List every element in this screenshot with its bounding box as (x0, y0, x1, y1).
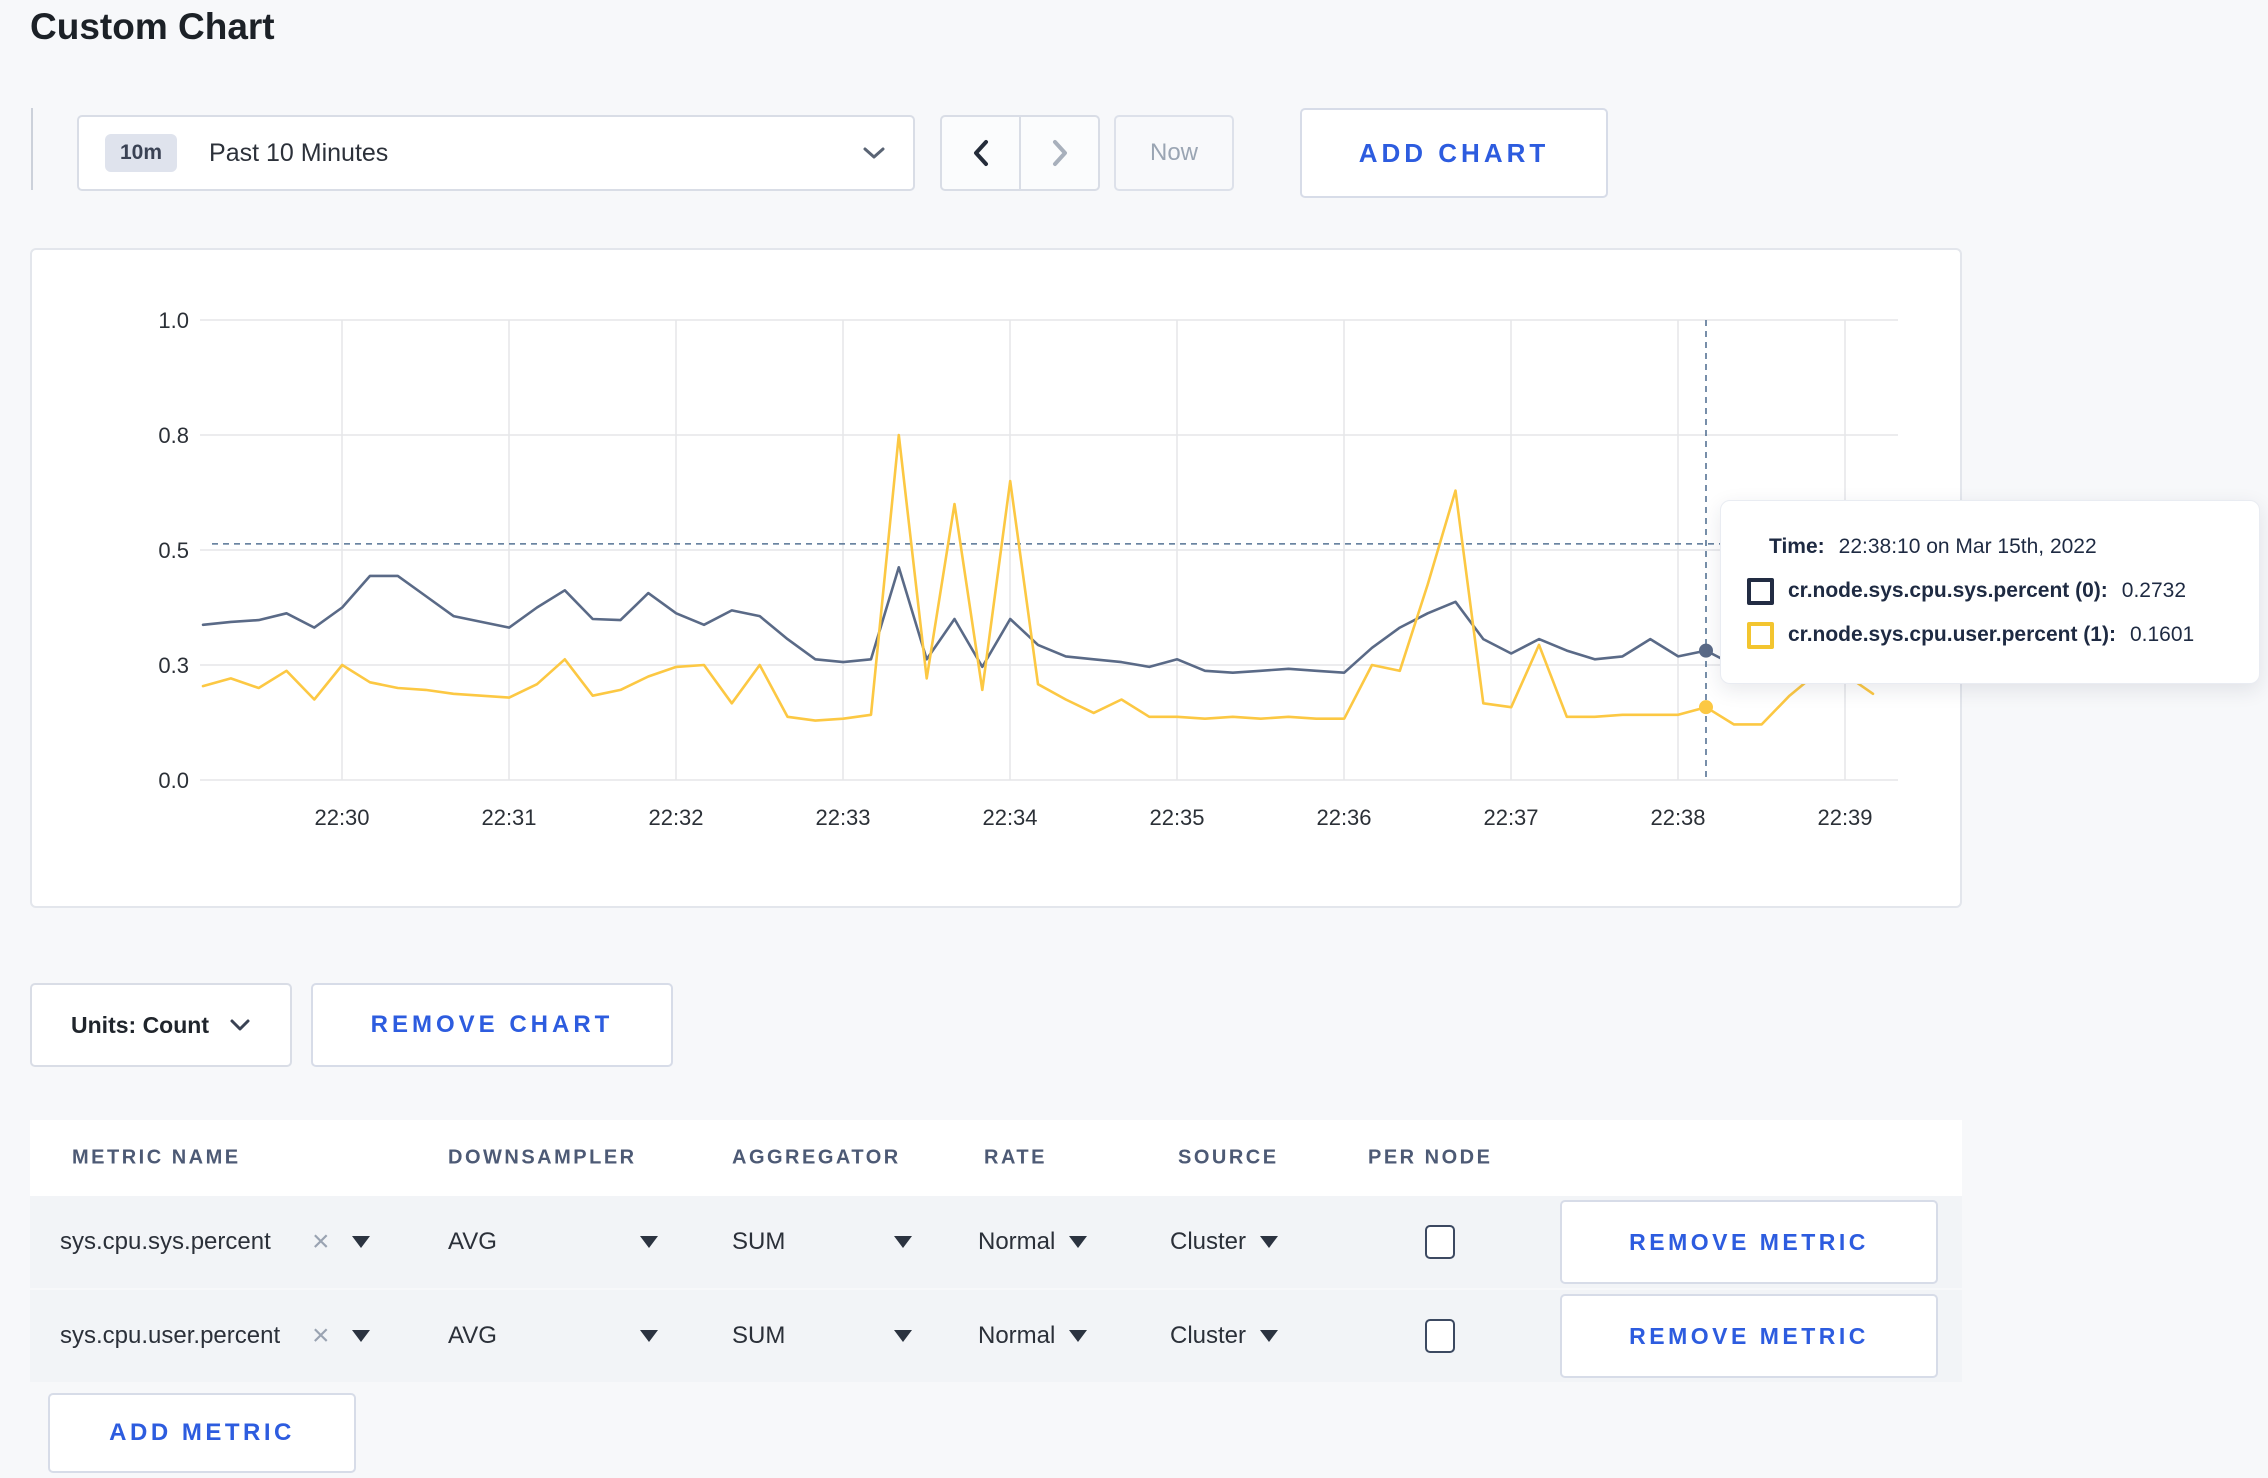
per-node-checkbox[interactable] (1425, 1225, 1455, 1259)
chevron-left-icon (973, 140, 988, 166)
chevron-down-icon (230, 1019, 250, 1030)
source-value: Cluster (1170, 1228, 1247, 1255)
chevron-right-icon (1052, 140, 1067, 166)
time-prev-button[interactable] (942, 117, 1021, 189)
tooltip-series-value: 0.1601 (2129, 623, 2195, 646)
remove-chart-button[interactable]: REMOVE CHART (311, 983, 673, 1067)
dropdown-caret-icon (640, 1330, 658, 1342)
downsampler-value: AVG (448, 1228, 497, 1255)
tooltip-series-label: cr.node.sys.cpu.user.percent (1): (1788, 623, 2116, 646)
svg-text:0.8: 0.8 (158, 423, 189, 448)
toolbar-divider (31, 108, 33, 190)
aggregator-select[interactable]: SUM (732, 1228, 912, 1256)
series-swatch-sys (1747, 577, 1774, 605)
remove-metric-x-icon[interactable]: × (312, 1319, 330, 1352)
metric-name: sys.cpu.sys.percent (60, 1228, 271, 1255)
units-select[interactable]: Units: Count (30, 983, 292, 1067)
aggregator-value: SUM (732, 1228, 786, 1255)
metric-row: sys.cpu.user.percent × AVG SUM Normal Cl… (30, 1290, 1962, 1382)
svg-text:22:37: 22:37 (1483, 805, 1538, 830)
per-node-checkbox[interactable] (1425, 1319, 1455, 1353)
metric-dropdown-caret-icon[interactable] (352, 1330, 370, 1342)
source-select[interactable]: Cluster (1170, 1322, 1279, 1350)
metric-dropdown-caret-icon[interactable] (352, 1236, 370, 1248)
metrics-table: METRIC NAME DOWNSAMPLER AGGREGATOR RATE … (30, 1120, 1962, 1384)
source-value: Cluster (1170, 1322, 1247, 1349)
svg-text:1.0: 1.0 (158, 308, 189, 333)
time-nav-group (940, 115, 1100, 191)
svg-text:0.0: 0.0 (158, 768, 189, 793)
col-header-metric-name: METRIC NAME (72, 1146, 241, 1169)
svg-text:22:38: 22:38 (1650, 805, 1705, 830)
time-next-button[interactable] (1021, 117, 1098, 189)
remove-metric-button[interactable]: REMOVE METRIC (1560, 1294, 1938, 1378)
col-header-per-node: PER NODE (1368, 1146, 1493, 1169)
add-chart-button[interactable]: ADD CHART (1300, 108, 1608, 198)
units-label: Units: Count (71, 1011, 209, 1038)
col-header-aggregator: AGGREGATOR (732, 1146, 901, 1169)
metrics-table-header: METRIC NAME DOWNSAMPLER AGGREGATOR RATE … (30, 1120, 1962, 1196)
time-range-select[interactable]: 10m Past 10 Minutes (77, 115, 915, 191)
dropdown-caret-icon (1260, 1330, 1279, 1342)
dropdown-caret-icon (1069, 1330, 1088, 1342)
add-metric-button[interactable]: ADD METRIC (48, 1393, 356, 1473)
time-range-badge: 10m (105, 134, 178, 172)
rate-value: Normal (978, 1228, 1056, 1255)
downsampler-select[interactable]: AVG (448, 1228, 658, 1256)
tooltip-series-label: cr.node.sys.cpu.sys.percent (0): (1788, 579, 2108, 602)
svg-text:22:34: 22:34 (982, 805, 1037, 830)
remove-metric-x-icon[interactable]: × (312, 1225, 330, 1258)
rate-select[interactable]: Normal (978, 1228, 1088, 1256)
svg-text:22:30: 22:30 (314, 805, 369, 830)
downsampler-select[interactable]: AVG (448, 1322, 658, 1350)
col-header-source: SOURCE (1178, 1146, 1279, 1169)
svg-text:0.5: 0.5 (158, 538, 189, 563)
dropdown-caret-icon (1260, 1236, 1279, 1248)
col-header-rate: RATE (984, 1146, 1047, 1169)
page-title: Custom Chart (30, 6, 275, 47)
chevron-down-icon (863, 147, 885, 159)
svg-text:22:31: 22:31 (481, 805, 536, 830)
rate-select[interactable]: Normal (978, 1322, 1088, 1350)
svg-text:22:32: 22:32 (648, 805, 703, 830)
dropdown-caret-icon (640, 1236, 658, 1248)
tooltip-time-value: 22:38:10 on Mar 15th, 2022 (1838, 535, 2097, 558)
svg-text:22:36: 22:36 (1316, 805, 1371, 830)
series-swatch-user (1747, 621, 1774, 649)
tooltip-time-label: Time: (1769, 535, 1825, 558)
metric-row: sys.cpu.sys.percent × AVG SUM Normal Clu… (30, 1196, 1962, 1288)
col-header-downsampler: DOWNSAMPLER (448, 1146, 637, 1169)
dropdown-caret-icon (894, 1236, 912, 1248)
chart-panel: 22:30 22:31 22:32 22:33 22:34 22:35 22:36 22:37… (30, 248, 1962, 908)
aggregator-select[interactable]: SUM (732, 1322, 912, 1350)
dropdown-caret-icon (1069, 1236, 1088, 1248)
chart-svg[interactable]: 22:30 22:31 22:32 22:33 22:34 22:35 22:36 22:37… (32, 250, 1960, 906)
metric-name: sys.cpu.user.percent (60, 1322, 281, 1349)
time-range-label: Past 10 Minutes (209, 138, 389, 167)
svg-text:22:33: 22:33 (815, 805, 870, 830)
rate-value: Normal (978, 1322, 1056, 1349)
source-select[interactable]: Cluster (1170, 1228, 1279, 1256)
now-button[interactable]: Now (1114, 115, 1234, 191)
svg-text:0.3: 0.3 (158, 653, 189, 678)
svg-text:22:39: 22:39 (1817, 805, 1872, 830)
remove-metric-button[interactable]: REMOVE METRIC (1560, 1200, 1938, 1284)
chart-tooltip: Time: 22:38:10 on Mar 15th, 2022 cr.node… (1720, 500, 2260, 684)
aggregator-value: SUM (732, 1322, 786, 1349)
downsampler-value: AVG (448, 1322, 497, 1349)
tooltip-series-value: 0.2732 (2121, 579, 2187, 602)
svg-text:22:35: 22:35 (1149, 805, 1204, 830)
dropdown-caret-icon (894, 1330, 912, 1342)
